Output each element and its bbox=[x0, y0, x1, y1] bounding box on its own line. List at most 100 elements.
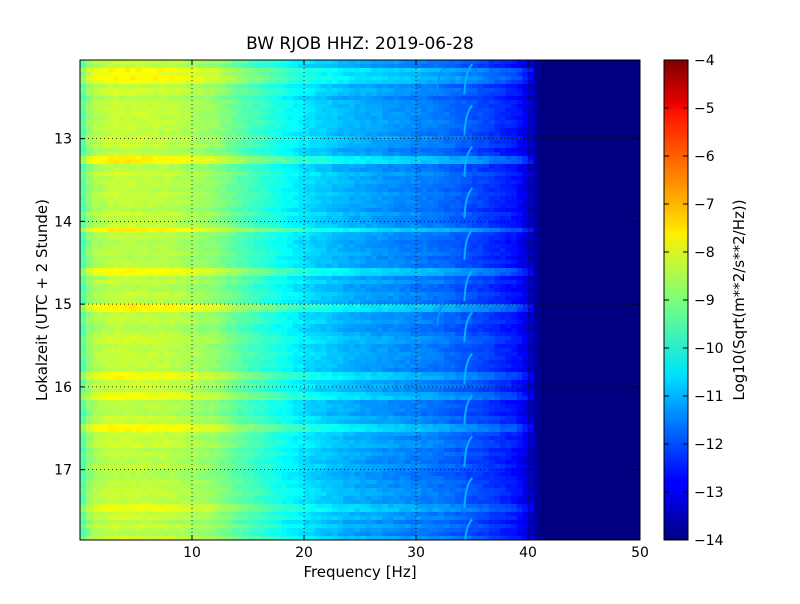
spectrogram-cell bbox=[343, 104, 350, 109]
spectrogram-cell bbox=[556, 112, 563, 117]
spectrogram-cell bbox=[444, 188, 451, 193]
spectrogram-cell bbox=[539, 184, 546, 189]
spectrogram-cell bbox=[147, 172, 154, 177]
spectrogram-cell bbox=[438, 192, 445, 197]
spectrogram-cell bbox=[192, 76, 199, 81]
spectrogram-cell bbox=[343, 140, 350, 145]
spectrogram-cell bbox=[561, 128, 568, 133]
spectrogram-cell bbox=[259, 92, 266, 97]
spectrogram-cell bbox=[180, 184, 187, 189]
spectrogram-cell bbox=[332, 160, 339, 165]
spectrogram-cell bbox=[147, 236, 154, 241]
spectrogram-cell bbox=[455, 160, 462, 165]
spectrogram-cell bbox=[180, 64, 187, 69]
spectrogram-cell bbox=[550, 212, 557, 217]
spectrogram-cell bbox=[376, 248, 383, 253]
spectrogram-cell bbox=[119, 140, 126, 145]
spectrogram-cell bbox=[388, 188, 395, 193]
spectrogram-cell bbox=[192, 108, 199, 113]
spectrogram-cell bbox=[483, 220, 490, 225]
spectrogram-cell bbox=[567, 216, 574, 221]
spectrogram-cell bbox=[399, 196, 406, 201]
spectrogram-cell bbox=[343, 220, 350, 225]
spectrogram-cell bbox=[360, 80, 367, 85]
spectrogram-cell bbox=[533, 68, 540, 73]
spectrogram-cell bbox=[220, 108, 227, 113]
spectrogram-cell bbox=[427, 116, 434, 121]
spectrogram-cell bbox=[612, 132, 619, 137]
spectrogram-cell bbox=[147, 224, 154, 229]
spectrogram-cell bbox=[500, 128, 507, 133]
spectrogram-cell bbox=[119, 256, 126, 261]
spectrogram-cell bbox=[522, 100, 529, 105]
spectrogram-cell bbox=[572, 68, 579, 73]
spectrogram-cell bbox=[108, 220, 115, 225]
spectrogram-cell bbox=[539, 156, 546, 161]
spectrogram-cell bbox=[348, 172, 355, 177]
spectrogram-cell bbox=[113, 188, 120, 193]
spectrogram-cell bbox=[634, 220, 640, 225]
spectrogram-cell bbox=[281, 200, 288, 205]
spectrogram-cell bbox=[309, 92, 316, 97]
spectrogram-cell bbox=[197, 96, 204, 101]
spectrogram-cell bbox=[595, 216, 602, 221]
spectrogram-cell bbox=[600, 96, 607, 101]
spectrogram-cell bbox=[264, 112, 271, 117]
spectrogram-cell bbox=[242, 192, 249, 197]
spectrogram-cell bbox=[270, 84, 277, 89]
spectrogram-cell bbox=[91, 92, 98, 97]
spectrogram-cell bbox=[220, 60, 227, 65]
spectrogram-cell bbox=[550, 244, 557, 249]
spectrogram-cell bbox=[175, 132, 182, 137]
spectrogram-cell bbox=[528, 236, 535, 241]
spectrogram-cell bbox=[544, 236, 551, 241]
spectrogram-cell bbox=[270, 240, 277, 245]
spectrogram-cell bbox=[600, 108, 607, 113]
spectrogram-cell bbox=[410, 204, 417, 209]
spectrogram-cell bbox=[203, 180, 210, 185]
spectrogram-cell bbox=[399, 96, 406, 101]
spectrogram-cell bbox=[522, 188, 529, 193]
spectrogram-cell bbox=[108, 212, 115, 217]
spectrogram-cell bbox=[483, 256, 490, 261]
spectrogram-cell bbox=[320, 152, 327, 157]
spectrogram-cell bbox=[516, 128, 523, 133]
spectrogram-cell bbox=[270, 68, 277, 73]
spectrogram-cell bbox=[113, 180, 120, 185]
spectrogram-cell bbox=[438, 240, 445, 245]
spectrogram-cell bbox=[488, 60, 495, 65]
spectrogram-cell bbox=[214, 220, 221, 225]
spectrogram-cell bbox=[164, 116, 171, 121]
spectrogram-cell bbox=[460, 192, 467, 197]
spectrogram-cell bbox=[628, 236, 635, 241]
spectrogram-cell bbox=[567, 92, 574, 97]
spectrogram-cell bbox=[477, 156, 484, 161]
spectrogram-cell bbox=[388, 104, 395, 109]
spectrogram-cell bbox=[466, 204, 473, 209]
spectrogram-cell bbox=[556, 188, 563, 193]
spectrogram-cell bbox=[595, 148, 602, 153]
spectrogram-cell bbox=[634, 112, 640, 117]
spectrogram-cell bbox=[214, 196, 221, 201]
spectrogram-cell bbox=[628, 140, 635, 145]
spectrogram-cell bbox=[623, 140, 630, 145]
spectrogram-cell bbox=[572, 124, 579, 129]
spectrogram-cell bbox=[175, 240, 182, 245]
spectrogram-cell bbox=[578, 164, 585, 169]
spectrogram-cell bbox=[175, 204, 182, 209]
spectrogram-cell bbox=[85, 216, 92, 221]
spectrogram-cell bbox=[528, 232, 535, 237]
spectrogram-cell bbox=[158, 108, 165, 113]
spectrogram-cell bbox=[242, 144, 249, 149]
spectrogram-cell bbox=[292, 92, 299, 97]
spectrogram-cell bbox=[522, 192, 529, 197]
spectrogram-cell bbox=[281, 68, 288, 73]
spectrogram-cell bbox=[371, 216, 378, 221]
spectrogram-cell bbox=[589, 88, 596, 93]
spectrogram-cell bbox=[248, 136, 255, 141]
spectrogram-cell bbox=[483, 68, 490, 73]
spectrogram-cell bbox=[516, 124, 523, 129]
spectrogram-cell bbox=[393, 244, 400, 249]
spectrogram-cell bbox=[343, 124, 350, 129]
spectrogram-cell bbox=[410, 232, 417, 237]
